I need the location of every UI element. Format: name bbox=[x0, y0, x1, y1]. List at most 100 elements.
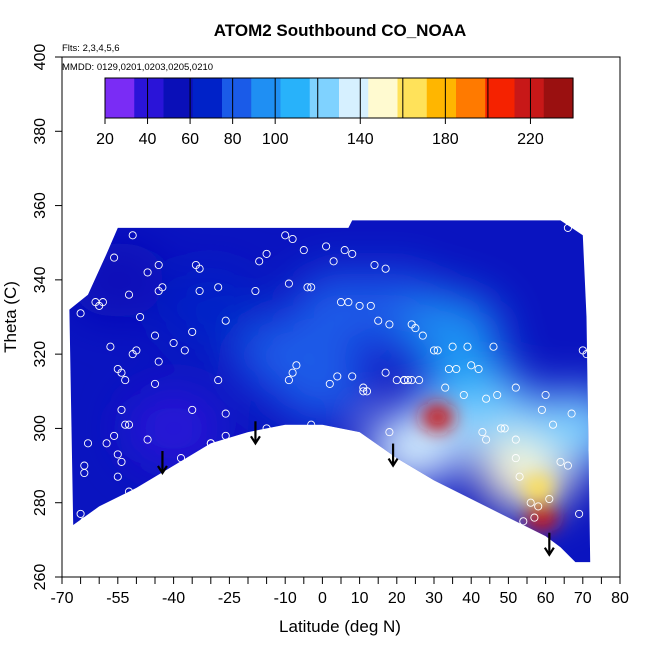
sample-point bbox=[80, 517, 89, 526]
co-feature bbox=[404, 293, 501, 370]
sample-point bbox=[299, 246, 308, 255]
sample-point bbox=[496, 424, 506, 433]
sample-point bbox=[463, 342, 472, 351]
sample-point bbox=[288, 368, 297, 377]
x-tick-label: -40 bbox=[162, 590, 185, 607]
x-tick-label: 70 bbox=[574, 590, 592, 607]
colorbar-segment bbox=[485, 78, 516, 118]
sample-point bbox=[545, 494, 554, 504]
sample-point bbox=[348, 372, 357, 381]
sample-point bbox=[374, 316, 383, 325]
sample-point bbox=[176, 454, 186, 463]
sample-point bbox=[262, 424, 271, 433]
colorbar-segment bbox=[543, 78, 574, 118]
sample-point bbox=[188, 405, 197, 414]
profile-arrows bbox=[157, 421, 555, 557]
sample-point bbox=[325, 379, 334, 388]
colorbar-segment bbox=[368, 78, 399, 118]
flights-note: Flts: 2,3,4,5,6 bbox=[62, 43, 120, 54]
sample-point bbox=[526, 498, 535, 507]
y-tick-label: 380 bbox=[32, 118, 49, 145]
sample-point bbox=[150, 379, 160, 388]
x-axis: -70 -55 -40 -25 -10 0 10 20 30 40 50 60 70 80 bbox=[50, 577, 629, 607]
sample-point bbox=[191, 260, 200, 270]
sample-point bbox=[281, 231, 290, 240]
co-feature bbox=[525, 503, 558, 532]
dates-note: MMDD: 0129,0201,0203,0205,0210 bbox=[62, 62, 213, 73]
y-axis-label: Theta (C) bbox=[1, 281, 20, 353]
colorbar-tick-label: 220 bbox=[517, 131, 544, 148]
colorbar-segment bbox=[222, 78, 252, 118]
colorbar-segment bbox=[514, 78, 545, 118]
sample-point bbox=[534, 502, 543, 511]
colorbar-segment bbox=[163, 78, 194, 118]
colorbar-tick-label: 20 bbox=[96, 131, 114, 148]
sample-point bbox=[515, 472, 524, 481]
sample-point bbox=[110, 431, 119, 440]
sample-point bbox=[493, 390, 502, 400]
sample-point bbox=[522, 535, 532, 544]
sample-point bbox=[117, 368, 126, 377]
sample-point bbox=[362, 387, 372, 396]
sample-point bbox=[582, 350, 591, 359]
sample-point bbox=[307, 420, 316, 429]
colorbar-segment bbox=[426, 78, 457, 118]
sample-point bbox=[448, 342, 457, 351]
sample-point bbox=[83, 439, 93, 448]
co-feature bbox=[125, 390, 222, 467]
sample-point bbox=[102, 439, 111, 448]
x-tick-label: 60 bbox=[537, 590, 555, 607]
sample-point bbox=[80, 468, 89, 478]
sample-point bbox=[195, 286, 204, 296]
co-feature bbox=[69, 241, 166, 318]
colorbar-segment bbox=[339, 78, 369, 118]
x-tick-label: -25 bbox=[218, 590, 241, 607]
sample-point bbox=[563, 461, 572, 470]
sample-point bbox=[511, 383, 520, 392]
sample-point bbox=[478, 428, 487, 437]
colorbar-tick-label: 40 bbox=[139, 131, 157, 148]
colorbar-tick-label: 180 bbox=[432, 131, 459, 148]
x-tick-label: -10 bbox=[274, 590, 297, 607]
colorbar-segment bbox=[280, 78, 311, 118]
sample-point bbox=[262, 249, 271, 258]
co-feature bbox=[522, 473, 555, 502]
down-arrow-icon bbox=[387, 443, 399, 468]
sample-point bbox=[180, 346, 189, 355]
sample-point bbox=[415, 376, 424, 385]
sample-point bbox=[575, 509, 584, 518]
x-tick-label: 20 bbox=[388, 590, 406, 607]
sample-point bbox=[121, 420, 130, 429]
sample-point bbox=[150, 331, 160, 340]
sample-point bbox=[459, 390, 468, 400]
sample-point bbox=[158, 283, 167, 292]
sample-point bbox=[340, 246, 349, 255]
sample-point bbox=[292, 361, 301, 370]
colorbar-segment bbox=[192, 78, 223, 118]
sample-point bbox=[169, 338, 178, 348]
sample-point bbox=[251, 286, 260, 296]
sample-point bbox=[188, 327, 197, 336]
sample-point bbox=[441, 383, 450, 392]
sample-point bbox=[221, 431, 230, 440]
y-tick-label: 320 bbox=[32, 341, 49, 368]
x-tick-label: 30 bbox=[425, 590, 443, 607]
sample-point bbox=[303, 283, 312, 292]
sample-point bbox=[95, 301, 104, 310]
sample-markers bbox=[76, 223, 591, 544]
sample-point bbox=[284, 376, 293, 385]
co-feature bbox=[274, 345, 371, 422]
sample-point bbox=[433, 346, 442, 355]
x-tick-label: -70 bbox=[50, 590, 73, 607]
sample-point bbox=[329, 257, 338, 266]
sample-point bbox=[307, 283, 316, 292]
colorbar-segment bbox=[456, 78, 486, 118]
colorbar-segment bbox=[134, 78, 165, 118]
sample-point bbox=[385, 320, 394, 329]
x-tick-label: -55 bbox=[106, 590, 129, 607]
sample-point bbox=[288, 234, 297, 244]
down-arrow-icon bbox=[157, 451, 168, 476]
sample-point bbox=[76, 309, 85, 318]
y-tick-label: 340 bbox=[32, 266, 49, 293]
sample-point bbox=[359, 387, 368, 396]
